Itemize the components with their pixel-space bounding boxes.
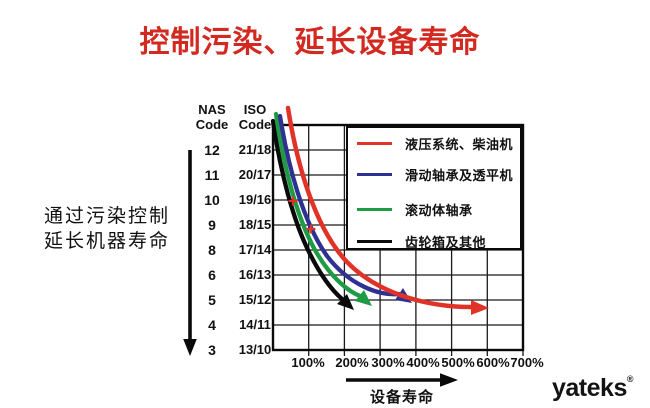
- nas-header-line2: Code: [195, 117, 229, 132]
- code-row: 9 18/15: [192, 212, 278, 237]
- iso-code-value: 15/12: [238, 292, 272, 307]
- legend-line-swatch: [357, 207, 392, 211]
- curve-gearbox-arrowhead-icon: [337, 294, 354, 310]
- nas-code-header: NAS Code: [192, 102, 232, 132]
- code-row: 11 20/17: [192, 162, 278, 187]
- legend-label: 液压系统、柴油机: [405, 136, 514, 152]
- legend-item: 滚动体轴承: [348, 201, 473, 218]
- iso-code-value: 16/13: [238, 267, 272, 282]
- iso-code-value: 20/17: [238, 167, 272, 182]
- nas-code-value: 12: [204, 141, 220, 158]
- code-row: 10 19/16: [192, 187, 278, 212]
- curve-hydraulic-arrowhead-icon: [471, 300, 489, 315]
- iso-code-value: 19/16: [238, 192, 272, 207]
- x-axis-title: 设备寿命: [369, 390, 434, 406]
- legend-label: 滚动体轴承: [405, 202, 473, 218]
- x-axis-tick: 500%: [441, 355, 475, 370]
- logo-registered-mark: ®: [626, 374, 634, 384]
- code-table: 12 21/18 11 20/17 10 19/16 9 18/15 8 17/14 6 16/13 5…: [192, 137, 278, 362]
- legend-item: 滑动轴承及透平机: [348, 166, 514, 183]
- nas-code-value: 9: [208, 216, 216, 233]
- legend-line-swatch: [357, 141, 392, 145]
- legend-line-swatch: [357, 239, 392, 243]
- plot-border: [271, 123, 525, 352]
- logo-yateks: yateks®: [552, 374, 634, 403]
- iso-header-line1: ISO: [243, 102, 267, 117]
- nas-code-value: 3: [208, 341, 216, 358]
- legend-box: 液压系统、柴油机 滑动轴承及透平机 滚动体轴承齿轮箱及其他: [346, 126, 522, 250]
- nas-code-value: 6: [208, 266, 216, 283]
- x-axis-tick: 600%: [476, 355, 510, 370]
- iso-code-value: 14/11: [239, 317, 271, 332]
- code-row: 6 16/13: [192, 262, 278, 287]
- x-axis-tick: 700%: [510, 355, 544, 370]
- code-row: 8 17/14: [192, 237, 278, 262]
- code-row: 3 13/10: [192, 337, 278, 362]
- nas-code-value: 8: [208, 241, 216, 258]
- contamination-direction-arrow-icon: [183, 150, 197, 356]
- curve-rolling-bearing: [273, 111, 363, 299]
- iso-header-line2: Code: [238, 117, 272, 132]
- code-row: 4 14/11: [192, 312, 278, 337]
- code-row: 5 15/12: [192, 287, 278, 312]
- nas-code-value: 10: [204, 191, 220, 208]
- curve-rolling-arrowhead-icon: [355, 290, 372, 306]
- legend-item: 液压系统、柴油机: [348, 135, 514, 152]
- legend-item: 齿轮箱及其他: [348, 233, 487, 250]
- plus-marker: [288, 196, 316, 234]
- code-row: 12 21/18: [192, 137, 278, 162]
- nas-code-value: 4: [208, 316, 216, 333]
- iso-code-header: ISO Code: [232, 102, 278, 132]
- left-note-line1: 通过污染控制: [44, 206, 171, 227]
- nas-header-line1: NAS: [198, 102, 226, 117]
- curve-sliding-bearing-turbine: [277, 113, 402, 297]
- iso-code-value: 18/15: [238, 217, 272, 232]
- legend-line-swatch: [357, 172, 392, 176]
- x-axis-tick: 300%: [371, 355, 405, 370]
- left-note-line2: 延长机器寿命: [44, 231, 171, 252]
- legend-label: 滑动轴承及透平机: [405, 167, 514, 183]
- equipment-life-arrow-icon: [346, 373, 458, 387]
- page-title: 控制污染、延长设备寿命: [139, 26, 481, 59]
- iso-code-value: 17/14: [238, 242, 272, 257]
- left-note: 通过污染控制 延长机器寿命: [44, 204, 194, 254]
- curve-hydraulic-diesel: [285, 105, 474, 310]
- x-axis-tick: 200%: [335, 355, 369, 370]
- x-axis-tick: 100%: [291, 355, 325, 370]
- iso-code-value: 21/18: [238, 142, 272, 157]
- iso-code-value: 13/10: [238, 342, 272, 357]
- x-axis-tick: 400%: [406, 355, 440, 370]
- nas-code-value: 11: [204, 166, 220, 183]
- logo-text: yateks: [552, 374, 627, 402]
- legend-label: 齿轮箱及其他: [405, 234, 487, 250]
- curve-gearbox-other: [270, 118, 345, 302]
- nas-code-value: 5: [208, 291, 216, 308]
